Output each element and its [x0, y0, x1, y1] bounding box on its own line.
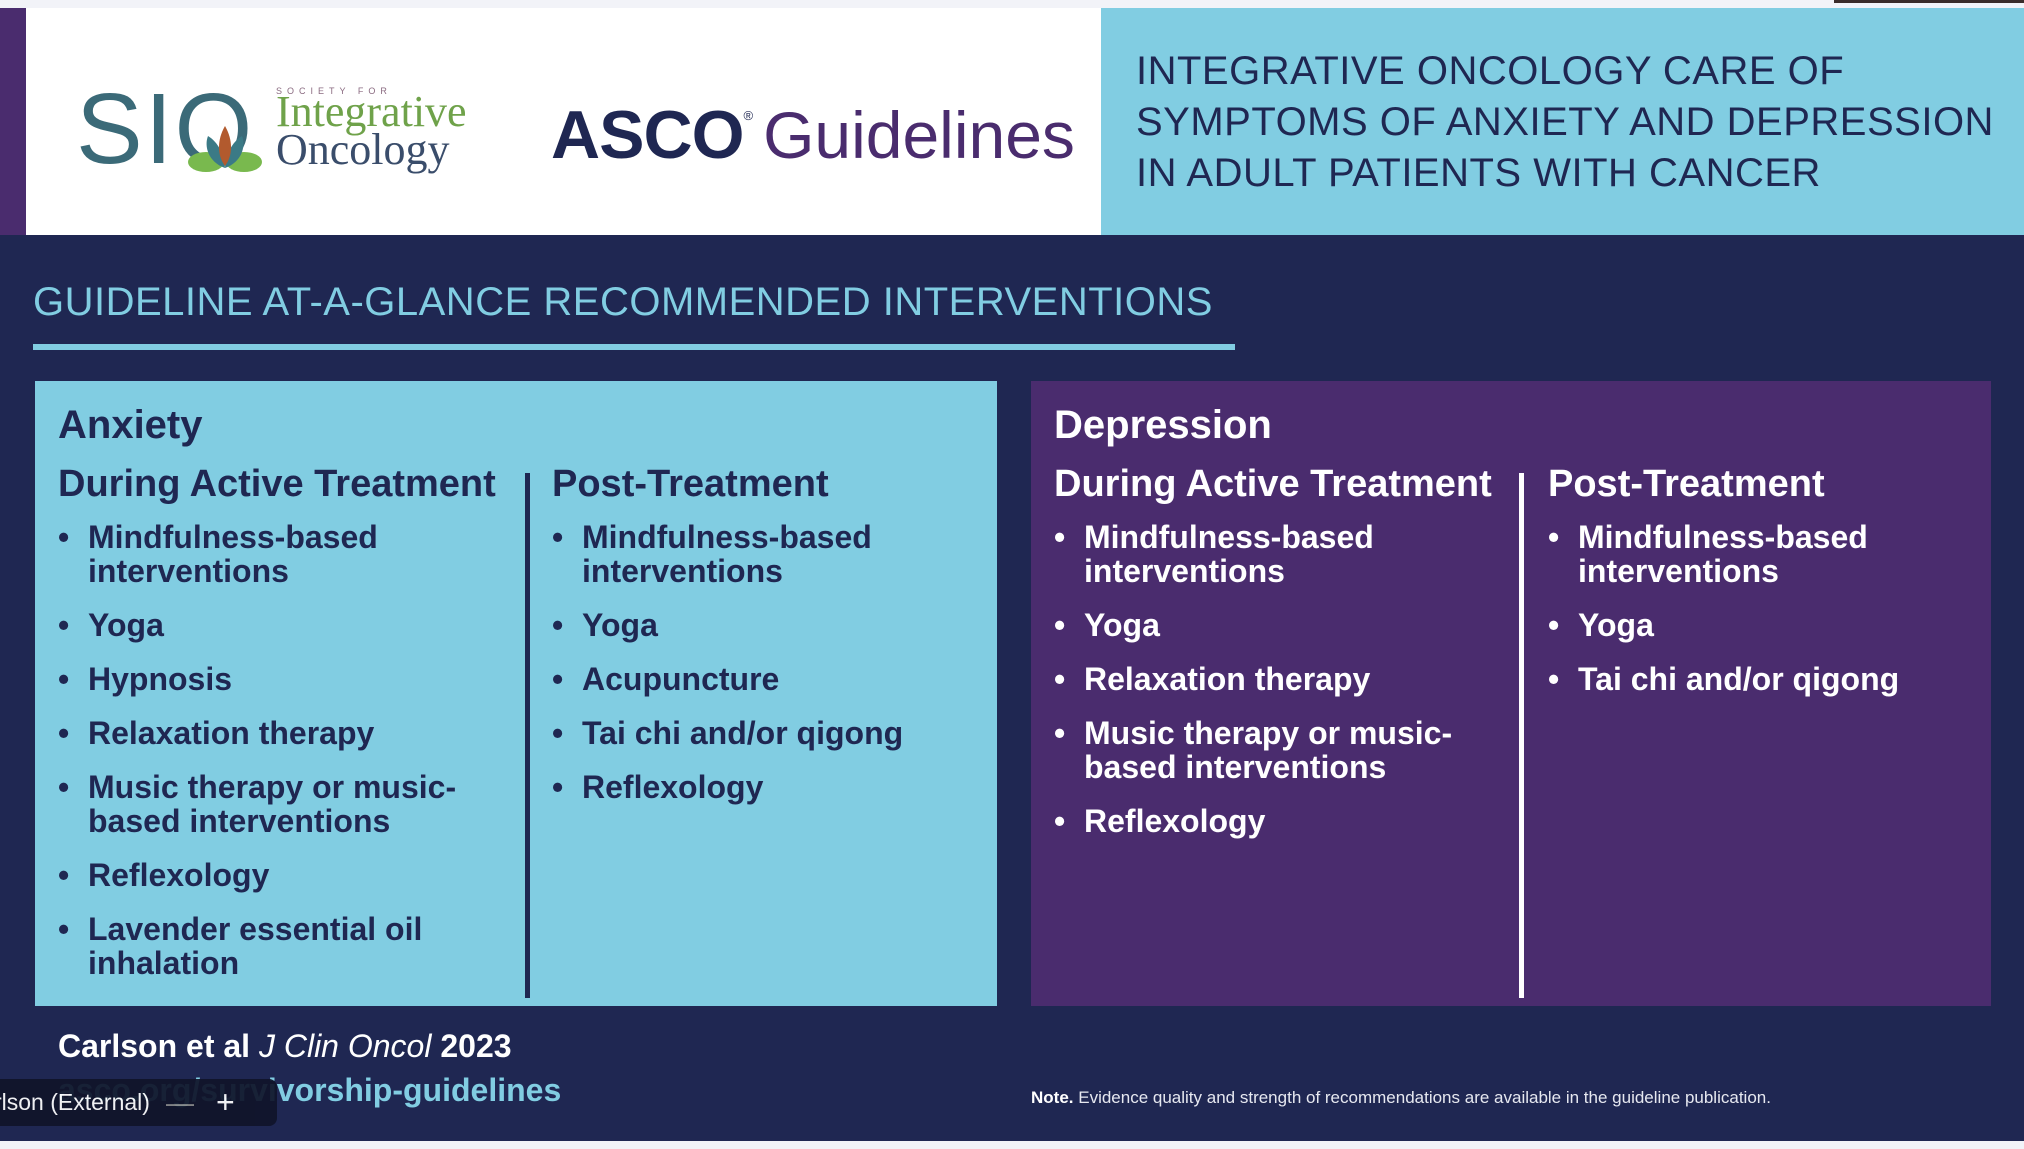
zoom-in-icon[interactable]: + — [215, 1084, 235, 1120]
list-item: • Relaxation therapy — [58, 715, 375, 751]
depression-title: Depression — [1054, 403, 1272, 447]
list-item: • Tai chi and/or qigong — [552, 715, 904, 751]
sio-society-for: SOCIETY FOR — [276, 86, 392, 96]
list-item: • Yoga — [552, 607, 658, 643]
note-label: Note. — [1031, 1088, 1074, 1107]
lotus-icon — [188, 126, 262, 172]
depression-during-list: • Mindfulness-based interventions • Yoga •… — [1054, 520, 1514, 838]
anxiety-post-list: • Mindfulness-based interventions • Yoga •… — [552, 520, 982, 804]
anxiety-post-column: Post-Treatment • Mindfulness-based interv… — [552, 463, 982, 824]
citation-journal: J Clin Oncol — [258, 1028, 432, 1064]
asco-guidelines-word: Guidelines — [763, 98, 1075, 172]
slide: SIO SOCIETY FOR Integrative Oncology ASC… — [0, 8, 2024, 1141]
list-item: • Yoga — [1054, 607, 1160, 643]
evidence-note: Note. Evidence quality and strength of r… — [1031, 1088, 1771, 1108]
slide-header: SIO SOCIETY FOR Integrative Oncology ASC… — [0, 8, 2024, 235]
section-title: Guideline At-a-Glance Recommended Interv… — [33, 280, 1213, 324]
slide-title: Integrative Oncology Care of Symptoms of… — [1136, 49, 1994, 195]
list-item: • Mindfulness-based interventions — [552, 519, 872, 589]
section-underline — [33, 344, 1235, 350]
list-item: • Reflexology — [552, 769, 764, 805]
purple-edge-bar — [0, 8, 26, 235]
list-item: • Relaxation therapy — [1054, 661, 1371, 697]
depression-card: Depression During Active Treatment • Mind… — [1031, 381, 1991, 1006]
list-item: • Tai chi and/or qigong — [1548, 661, 1900, 697]
citation: Carlson et al J Clin Oncol 2023 — [58, 1028, 512, 1065]
list-item: • Yoga — [58, 607, 164, 643]
zoom-out-icon[interactable]: — — [165, 1086, 194, 1118]
list-item: • Mindfulness-based interventions — [1548, 519, 1868, 589]
depression-during-column: During Active Treatment • Mindfulness-bas… — [1054, 463, 1514, 858]
list-item: • Reflexology — [1054, 803, 1266, 839]
camera-thumbnail-edge — [1834, 0, 2024, 3]
list-item: • Hypnosis — [58, 661, 233, 697]
depression-during-heading: During Active Treatment — [1054, 463, 1492, 505]
citation-year: 2023 — [440, 1028, 512, 1064]
sio-oncology: Oncology — [276, 125, 450, 174]
asco-guidelines-logo: ASCO® Guidelines — [551, 96, 1075, 176]
list-item: • Yoga — [1548, 607, 1654, 643]
depression-post-column: Post-Treatment • Mindfulness-based interv… — [1548, 463, 1978, 716]
note-text: Evidence quality and strength of recomme… — [1078, 1088, 1771, 1107]
anxiety-during-list: • Mindfulness-based interventions • Yoga •… — [58, 520, 518, 980]
participant-name-overlay: rlson (External) — + — [0, 1079, 277, 1126]
list-item: • Mindfulness-based interventions — [58, 519, 378, 589]
list-item: • Music therapy or music-based interventi… — [1054, 715, 1453, 785]
anxiety-column-divider — [525, 473, 530, 998]
anxiety-during-heading: During Active Treatment — [58, 463, 496, 505]
depression-post-heading: Post-Treatment — [1548, 463, 1825, 505]
citation-authors: Carlson et al — [58, 1028, 251, 1064]
logo-panel: SIO SOCIETY FOR Integrative Oncology ASC… — [26, 8, 1101, 235]
asco-word: ASCO — [551, 97, 744, 173]
anxiety-post-heading: Post-Treatment — [552, 463, 829, 505]
depression-post-list: • Mindfulness-based interventions • Yoga •… — [1548, 520, 1978, 696]
sio-logo: SIO SOCIETY FOR Integrative Oncology — [76, 74, 496, 184]
list-item: • Music therapy or music-based interventi… — [58, 769, 457, 839]
list-item: • Acupuncture — [552, 661, 780, 697]
depression-column-divider — [1519, 473, 1524, 998]
list-item: • Reflexology — [58, 857, 270, 893]
sio-integrative: Integrative — [276, 87, 467, 136]
bottom-window-edge — [0, 1141, 2024, 1149]
anxiety-title: Anxiety — [58, 403, 203, 447]
list-item: • Mindfulness-based interventions — [1054, 519, 1374, 589]
title-panel: Integrative Oncology Care of Symptoms of… — [1101, 8, 2024, 235]
registered-mark: ® — [743, 108, 754, 123]
list-item: • Lavender essential oil inhalation — [58, 911, 423, 981]
participant-name: rlson (External) — [0, 1089, 150, 1115]
anxiety-during-column: During Active Treatment • Mindfulness-bas… — [58, 463, 518, 1000]
anxiety-card: Anxiety During Active Treatment • Mindful… — [35, 381, 997, 1006]
